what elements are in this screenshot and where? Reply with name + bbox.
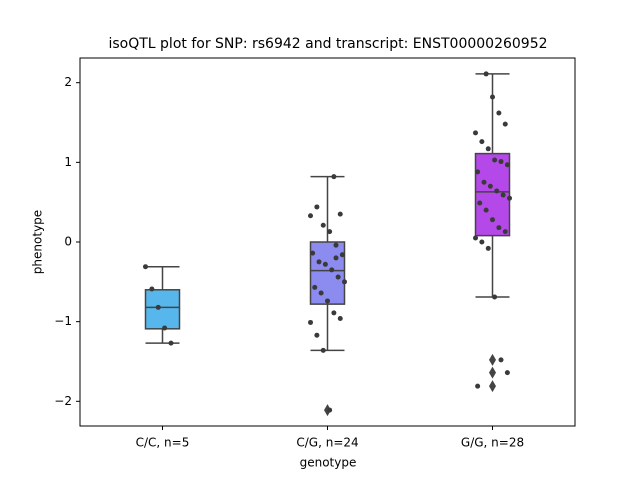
- point: [498, 159, 504, 165]
- point: [149, 286, 155, 292]
- point: [490, 94, 495, 100]
- chart-title: isoQTL plot for SNP: rs6942 and transcri…: [108, 36, 547, 52]
- y-tick-label: 2: [64, 75, 72, 89]
- point: [331, 310, 337, 316]
- point: [490, 217, 495, 223]
- point: [310, 250, 316, 256]
- point: [333, 255, 339, 261]
- point: [481, 179, 487, 185]
- point: [331, 174, 337, 180]
- point: [342, 279, 347, 285]
- point: [473, 130, 478, 136]
- point: [339, 252, 345, 258]
- point: [329, 267, 335, 273]
- point: [320, 222, 326, 228]
- point: [487, 183, 493, 189]
- point: [162, 325, 168, 331]
- x-tick-label: C/G, n=24: [296, 436, 358, 450]
- point: [312, 284, 318, 290]
- box: [144, 289, 181, 330]
- point: [507, 195, 512, 201]
- y-tick-label: −2: [54, 394, 72, 408]
- point: [314, 204, 320, 210]
- point: [143, 264, 148, 270]
- x-tick-label: G/G, n=28: [461, 436, 524, 450]
- point: [485, 146, 491, 152]
- point: [500, 192, 506, 198]
- y-tick-label: −1: [54, 314, 72, 328]
- point: [498, 357, 504, 363]
- point: [479, 139, 485, 145]
- point: [496, 110, 502, 116]
- point: [155, 304, 161, 310]
- point: [479, 239, 485, 245]
- point: [333, 242, 339, 248]
- flier: [489, 353, 496, 366]
- point: [473, 235, 478, 241]
- point: [504, 162, 510, 168]
- point: [502, 229, 508, 235]
- point: [475, 169, 481, 175]
- point: [327, 407, 333, 413]
- point: [316, 259, 322, 265]
- y-tick-label: 0: [64, 235, 72, 249]
- point: [496, 225, 502, 231]
- point: [318, 290, 324, 296]
- point: [504, 370, 510, 376]
- point: [308, 213, 313, 219]
- point: [327, 229, 333, 235]
- y-axis-label: phenotype: [31, 210, 45, 274]
- point: [483, 71, 489, 77]
- point: [502, 121, 508, 127]
- point: [335, 274, 341, 280]
- point: [337, 211, 343, 217]
- point: [325, 298, 330, 304]
- point: [485, 245, 491, 251]
- point: [308, 319, 313, 325]
- point: [314, 332, 320, 338]
- point: [477, 200, 483, 206]
- flier: [489, 366, 496, 379]
- x-axis-label: genotype: [300, 456, 357, 470]
- point: [168, 340, 174, 346]
- point: [320, 347, 326, 353]
- point: [337, 315, 343, 321]
- y-tick-label: 1: [64, 155, 72, 169]
- x-tick-label: C/C, n=5: [136, 436, 190, 450]
- point: [322, 261, 328, 267]
- point: [492, 157, 498, 163]
- point: [475, 383, 481, 389]
- box: [309, 241, 346, 305]
- flier: [489, 380, 496, 393]
- point: [492, 294, 498, 300]
- point: [494, 188, 500, 194]
- point: [483, 207, 489, 213]
